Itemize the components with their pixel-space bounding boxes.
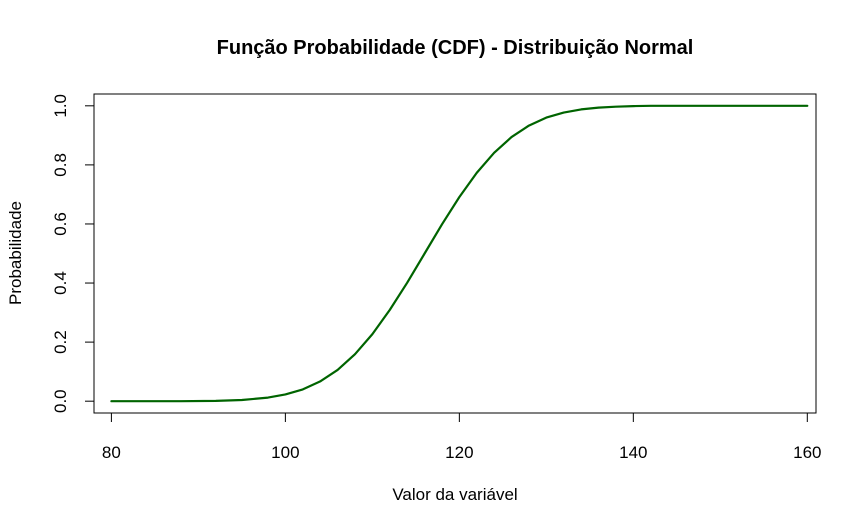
x-tick-label: 120	[445, 443, 473, 462]
plot-frame	[93, 93, 817, 414]
y-tick-label: 0.0	[51, 389, 70, 413]
x-tick-label: 80	[102, 443, 121, 462]
y-axis: 0.0 0.2 0.4 0.6 0.8 1.0	[51, 94, 95, 413]
y-tick-label: 0.6	[51, 212, 70, 236]
y-tick-label: 0.4	[51, 271, 70, 295]
x-tick-label: 160	[793, 443, 821, 462]
x-axis-label: Valor da variável	[392, 485, 517, 504]
chart-title: Função Probabilidade (CDF) - Distribuiçã…	[217, 37, 694, 59]
y-tick-label: 1.0	[51, 94, 70, 118]
x-axis: 80 100 120 140 160	[102, 412, 821, 462]
y-tick-label: 0.8	[51, 153, 70, 177]
y-axis-label: Probabilidade	[6, 201, 25, 305]
x-tick-label: 140	[619, 443, 647, 462]
cdf-series-line	[110, 104, 809, 403]
x-tick-label: 100	[271, 443, 299, 462]
y-tick-label: 0.2	[51, 330, 70, 354]
series-layer	[110, 104, 809, 403]
